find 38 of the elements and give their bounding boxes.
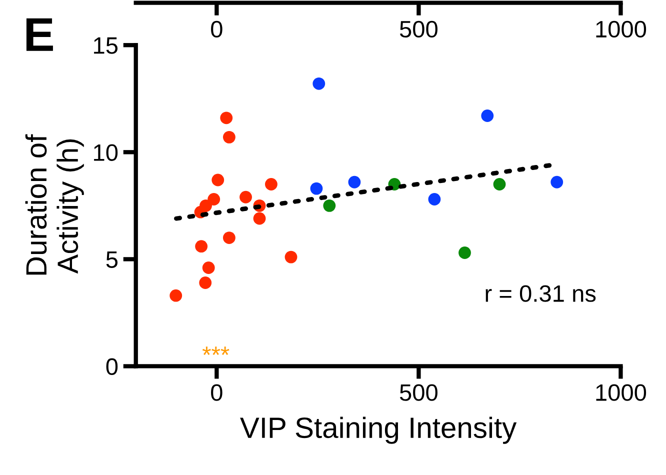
point bbox=[212, 174, 224, 186]
point bbox=[550, 176, 564, 188]
point bbox=[208, 193, 220, 206]
x2-tick-label: 1000 bbox=[596, 384, 646, 401]
point bbox=[428, 193, 441, 206]
annotation: r = 0.31 ns bbox=[486, 285, 596, 302]
x-tick-label: 1000 bbox=[596, 20, 646, 38]
point bbox=[222, 232, 236, 244]
point bbox=[284, 250, 298, 264]
point bbox=[222, 130, 236, 144]
y-tick-label: 10 bbox=[94, 144, 118, 161]
point bbox=[240, 190, 252, 204]
point bbox=[202, 262, 215, 274]
point bbox=[458, 246, 471, 259]
y-tick-label: 0 bbox=[106, 358, 118, 376]
point bbox=[195, 240, 208, 253]
point bbox=[312, 77, 326, 90]
point bbox=[481, 110, 494, 122]
point bbox=[348, 176, 361, 188]
x2-tick-label: 0 bbox=[211, 384, 222, 401]
point bbox=[323, 199, 336, 212]
point bbox=[199, 276, 212, 289]
point bbox=[220, 112, 233, 124]
y-tick-label: 15 bbox=[94, 37, 118, 54]
y-tick-label: 5 bbox=[106, 252, 118, 268]
annotation: *** bbox=[202, 346, 230, 355]
x-tick-label: 500 bbox=[400, 20, 438, 38]
point bbox=[253, 212, 266, 225]
text: E bbox=[26, 18, 53, 51]
x-tick-label: 0 bbox=[211, 20, 222, 38]
point bbox=[310, 182, 323, 195]
y-axis-title: Duration of Activity (h) bbox=[25, 134, 84, 275]
x-axis-title: VIP Staining Intensity bbox=[240, 416, 517, 444]
x2-tick-label: 500 bbox=[400, 384, 438, 401]
point bbox=[200, 199, 212, 212]
point bbox=[493, 178, 506, 190]
point bbox=[265, 178, 278, 190]
point bbox=[170, 289, 182, 302]
